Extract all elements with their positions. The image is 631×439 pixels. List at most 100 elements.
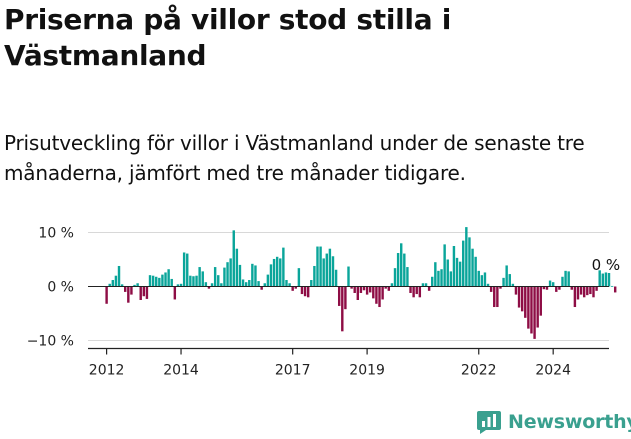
- bar: [573, 286, 577, 308]
- bar: [325, 253, 328, 287]
- bar: [589, 286, 592, 295]
- bar: [133, 284, 136, 287]
- bar: [356, 286, 360, 300]
- bar: [421, 283, 425, 287]
- bar: [179, 283, 183, 287]
- bar: [176, 284, 180, 287]
- bar: [378, 286, 381, 308]
- bar: [353, 286, 356, 293]
- bar: [269, 264, 273, 287]
- bar: [536, 286, 539, 328]
- bar: [114, 275, 118, 287]
- bar: [285, 280, 288, 287]
- bar: [542, 286, 546, 290]
- bar: [238, 264, 242, 287]
- bar: [288, 283, 291, 287]
- bar: [527, 286, 530, 329]
- bar: [555, 286, 558, 292]
- bar: [297, 268, 301, 287]
- bar: [347, 266, 350, 287]
- bar: [120, 284, 124, 287]
- bar: [524, 286, 527, 318]
- bar: [434, 262, 437, 287]
- bar: [334, 269, 338, 287]
- bar: [251, 263, 254, 287]
- bar: [576, 286, 580, 300]
- bar: [486, 283, 490, 287]
- bar: [514, 286, 518, 295]
- bar: [124, 286, 127, 292]
- bar: [151, 275, 155, 287]
- bar: [359, 286, 363, 293]
- bar: [306, 286, 310, 298]
- bar: [508, 274, 511, 287]
- bar: [198, 267, 201, 287]
- bar: [145, 286, 149, 299]
- bar: [117, 265, 121, 287]
- bar: [462, 240, 465, 287]
- x-tick-label: 2017: [275, 363, 311, 379]
- y-tick-label: 10 %: [38, 226, 74, 242]
- bar: [142, 286, 146, 297]
- bar: [130, 286, 133, 295]
- x-tick-label: 2024: [535, 363, 571, 379]
- bar: [164, 272, 167, 287]
- bar: [465, 227, 468, 287]
- x-tick-label: 2012: [89, 363, 125, 379]
- bar: [499, 286, 502, 289]
- bar: [505, 265, 508, 287]
- bar: [294, 286, 297, 289]
- bar: [170, 278, 173, 287]
- bar: [362, 286, 366, 291]
- bar: [260, 286, 263, 290]
- chart-subtitle: Prisutveckling för villor i Västmanland …: [4, 131, 585, 185]
- bar: [561, 276, 564, 287]
- bar: [108, 283, 111, 287]
- bar: [127, 286, 130, 303]
- brand-logo: Newsworthy: [476, 406, 631, 438]
- bar: [607, 273, 611, 287]
- chart-title: Priserna på villor stod stilla i Västman…: [4, 3, 452, 72]
- bar: [316, 246, 319, 287]
- bar: [452, 246, 456, 287]
- bar: [455, 257, 459, 287]
- bar: [303, 286, 307, 297]
- bar: [409, 286, 412, 293]
- y-tick-label: −10 %: [27, 334, 74, 350]
- bar: [310, 280, 313, 287]
- bar: [418, 286, 422, 298]
- bar: [337, 286, 341, 306]
- bar: [257, 281, 260, 287]
- bar: [449, 271, 453, 287]
- bar: [567, 271, 570, 287]
- bar: [204, 282, 208, 287]
- bar: [248, 280, 251, 287]
- bar: [545, 286, 549, 290]
- bar: [570, 286, 573, 290]
- bar: [579, 286, 583, 295]
- bar: [220, 283, 223, 287]
- bar: [403, 253, 406, 287]
- bar: [412, 286, 415, 298]
- bar: [458, 261, 462, 287]
- bar: [387, 286, 391, 291]
- bar: [322, 258, 325, 287]
- bar: [105, 286, 108, 304]
- bar: [582, 286, 586, 298]
- bar: [241, 279, 245, 287]
- bar: [604, 272, 608, 287]
- bar: [483, 272, 487, 287]
- bar: [161, 274, 164, 287]
- x-tick-label: 2019: [349, 363, 385, 379]
- y-tick-label: 0 %: [47, 280, 74, 296]
- bar: [300, 286, 304, 295]
- bar: [155, 276, 158, 287]
- bar: [328, 248, 332, 287]
- bar: [511, 283, 515, 287]
- bar: [551, 282, 555, 287]
- bar: [471, 248, 474, 287]
- bar: [365, 286, 369, 295]
- bar: [272, 258, 276, 287]
- bar: [586, 286, 589, 296]
- bar: [213, 267, 217, 287]
